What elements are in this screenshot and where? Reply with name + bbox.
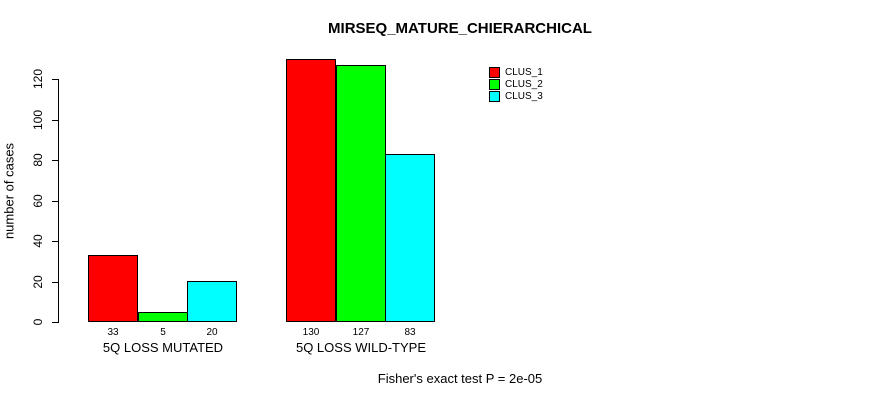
y-axis-tick: [52, 322, 59, 323]
legend-label: CLUS_3: [505, 90, 543, 102]
bar-value-label: 127: [352, 327, 370, 338]
legend-label: CLUS_1: [505, 66, 543, 78]
y-axis-tick-label: 100: [31, 109, 45, 130]
bar-value-label: 83: [404, 327, 416, 338]
y-axis-tick: [52, 200, 59, 202]
legend-label: CLUS_2: [505, 78, 543, 90]
category-label: 5Q LOSS MUTATED: [102, 340, 224, 355]
y-axis-tick-label: 80: [31, 153, 45, 167]
stats-annotation: Fisher's exact test P = 2e-05: [377, 371, 543, 386]
bar-clus_2-1: [138, 312, 188, 322]
y-axis-tick: [52, 241, 59, 242]
y-axis-tick: [52, 160, 59, 161]
legend-swatch-icon: [489, 78, 500, 90]
y-axis-tick-label: 0: [31, 318, 45, 326]
category-label: 5Q LOSS WILD-TYPE: [295, 340, 427, 355]
bar-clus_1-2: [286, 59, 336, 322]
bar-value-label: 33: [107, 327, 119, 338]
bar-value-label: 130: [302, 327, 320, 338]
y-axis-tick-label: 60: [31, 193, 45, 208]
bar-clus_3-2: [385, 154, 435, 322]
legend-item-clus_3: CLUS_3: [489, 90, 543, 102]
legend-item-clus_2: CLUS_2: [489, 78, 543, 90]
bar-clus_1-1: [88, 255, 138, 322]
y-axis-tick: [52, 281, 59, 283]
bar-value-label: 5: [160, 327, 166, 338]
y-axis-tick: [52, 79, 59, 80]
y-axis-label: number of cases: [1, 142, 17, 240]
bar-clus_3-1: [187, 281, 237, 322]
y-axis-tick-label: 120: [31, 68, 45, 90]
bar-value-label: 20: [206, 327, 218, 338]
bar-clus_2-2: [336, 65, 386, 322]
y-axis-tick-label: 20: [31, 274, 45, 289]
legend-item-clus_1: CLUS_1: [489, 66, 543, 78]
y-axis-tick-label: 40: [31, 234, 45, 248]
legend-swatch-icon: [489, 90, 500, 102]
chart-title: MIRSEQ_MATURE_CHIERARCHICAL: [328, 20, 592, 37]
legend-swatch-icon: [489, 66, 500, 78]
y-axis-tick: [52, 119, 59, 121]
legend: CLUS_1 CLUS_2 CLUS_3: [489, 66, 543, 102]
